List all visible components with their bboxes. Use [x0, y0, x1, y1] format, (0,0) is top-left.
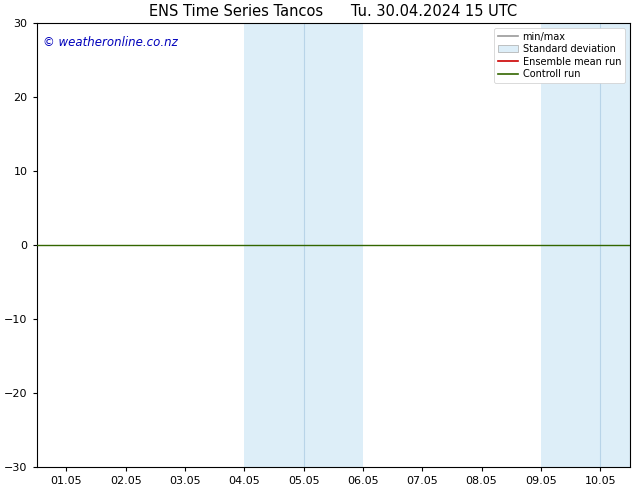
Bar: [541, 23, 630, 467]
Legend: min/max, Standard deviation, Ensemble mean run, Controll run: min/max, Standard deviation, Ensemble me…: [495, 28, 625, 83]
Bar: [244, 23, 304, 467]
Text: © weatheronline.co.nz: © weatheronline.co.nz: [42, 36, 178, 49]
Bar: [304, 23, 363, 467]
Title: ENS Time Series Tancos      Tu. 30.04.2024 15 UTC: ENS Time Series Tancos Tu. 30.04.2024 15…: [149, 4, 517, 19]
